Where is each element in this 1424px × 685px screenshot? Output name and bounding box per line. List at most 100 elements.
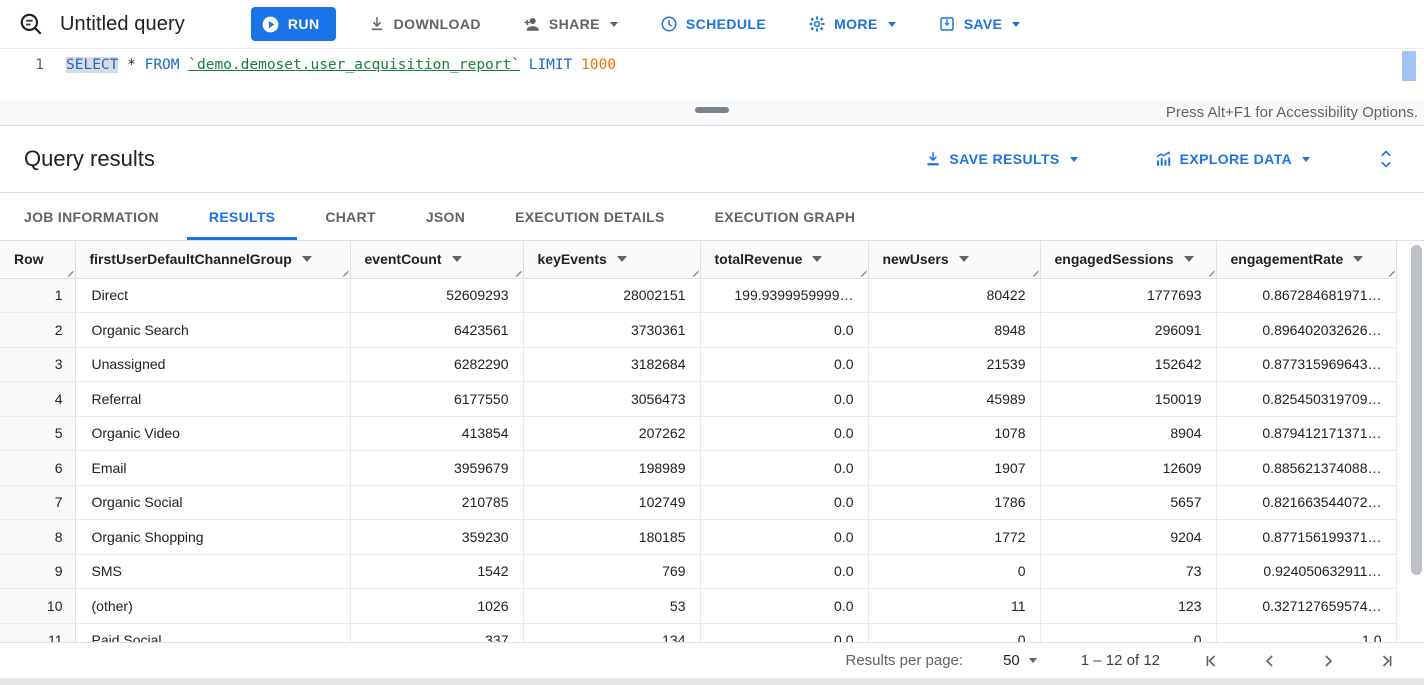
column-menu-icon[interactable] (451, 256, 462, 263)
query-title[interactable]: Untitled query (60, 12, 185, 35)
share-button[interactable]: SHARE (513, 9, 628, 39)
column-header-firstUserDefaultChannelGroup[interactable]: firstUserDefaultChannelGroup (75, 241, 351, 279)
sql-keyword-select: SELECT (66, 57, 119, 73)
download-button[interactable]: DOWNLOAD (358, 9, 491, 39)
column-menu-icon[interactable] (616, 256, 627, 263)
chevron-down-icon (1028, 658, 1037, 663)
column-resize-grip[interactable] (856, 266, 867, 277)
cell-newUsers: 45989 (868, 381, 1041, 417)
table-header-row: Row firstUserDefaultChannelGroup eventCo… (0, 241, 1397, 279)
more-button[interactable]: MORE (798, 9, 906, 39)
cell-eventCount: 359230 (350, 519, 524, 555)
column-header-keyEvents[interactable]: keyEvents (523, 241, 701, 279)
column-resize-grip[interactable] (511, 266, 522, 277)
column-resize-grip[interactable] (1204, 266, 1215, 277)
tab-chart[interactable]: CHART (303, 193, 398, 240)
chevron-right-icon (1325, 654, 1333, 667)
save-results-download-icon (926, 152, 939, 166)
tab-results[interactable]: RESULTS (186, 193, 298, 240)
explore-data-button[interactable]: EXPLORE DATA (1144, 144, 1320, 174)
column-resize-grip[interactable] (63, 266, 74, 277)
expand-collapse-results-button[interactable] (1376, 148, 1396, 170)
sql-code-line[interactable]: SELECT * FROM `demo.demoset.user_acquisi… (66, 57, 616, 73)
cell-engagedSessions: 0 (1040, 623, 1217, 642)
tab-execution-graph[interactable]: EXECUTION GRAPH (693, 193, 878, 240)
column-header-eventCount[interactable]: eventCount (350, 241, 524, 279)
save-button[interactable]: SAVE (928, 9, 1031, 39)
page-range-label: 1 – 12 of 12 (1080, 652, 1160, 669)
column-header-totalRevenue[interactable]: totalRevenue (700, 241, 869, 279)
tab-execution-details[interactable]: EXECUTION DETAILS (493, 193, 687, 240)
column-header-engagementRate[interactable]: engagementRate (1216, 241, 1397, 279)
column-menu-icon[interactable] (812, 256, 823, 263)
schedule-button[interactable]: SCHEDULE (650, 9, 776, 39)
column-resize-grip[interactable] (1028, 266, 1039, 277)
cell-newUsers: 80422 (868, 278, 1041, 313)
column-resize-grip[interactable] (338, 266, 349, 277)
cell-eventCount: 337 (350, 623, 524, 642)
column-header-engagedSessions[interactable]: engagedSessions (1040, 241, 1217, 279)
results-per-page-label: Results per page: (845, 652, 964, 669)
window-bottom-scroll-strip[interactable] (0, 678, 1424, 685)
cell-engagedSessions: 296091 (1040, 312, 1217, 348)
column-menu-icon[interactable] (1183, 256, 1194, 263)
cell-newUsers: 1078 (868, 416, 1041, 451)
run-button[interactable]: RUN (250, 7, 336, 41)
cell-newUsers: 0 (868, 554, 1041, 589)
column-header-row: Row (0, 241, 76, 279)
table-vertical-scrollbar[interactable] (1411, 243, 1423, 639)
column-menu-icon[interactable] (1353, 256, 1364, 263)
cell-keyEvents: 198989 (523, 450, 701, 486)
cell-engagedSessions: 5657 (1040, 485, 1217, 520)
column-menu-icon[interactable] (958, 256, 969, 263)
previous-page-button[interactable] (1258, 649, 1282, 673)
cell-row: 2 (0, 312, 76, 348)
cell-channel: Paid Social (75, 623, 351, 642)
first-page-button[interactable] (1200, 649, 1224, 673)
query-results-title: Query results (24, 146, 155, 171)
cell-engagedSessions: 8904 (1040, 416, 1217, 451)
cell-totalRevenue: 0.0 (700, 623, 869, 642)
accessibility-hint: Press Alt+F1 for Accessibility Options. (1165, 104, 1418, 121)
table-row: 1 Direct 52609293 28002151 199.9399959999… 80… (0, 278, 1397, 313)
page-size-select[interactable]: 50 (1003, 652, 1037, 669)
cell-newUsers: 21539 (868, 347, 1041, 382)
table-row: 6 Email 3959679 198989 0.0 1907 12609 0.8856213… (0, 450, 1397, 486)
cell-engagementRate: 0.877315969643… (1216, 347, 1397, 382)
column-resize-grip[interactable] (1384, 266, 1395, 277)
sql-keyword-limit: LIMIT (528, 57, 573, 73)
save-icon (939, 17, 954, 31)
sql-table-reference[interactable]: `demo.demoset.user_acquisition_report` (188, 57, 520, 73)
chevron-down-icon (609, 21, 618, 27)
cell-keyEvents: 769 (523, 554, 701, 589)
cell-engagementRate: 0.825450319709… (1216, 381, 1397, 417)
cell-newUsers: 0 (868, 623, 1041, 642)
last-page-button[interactable] (1374, 649, 1398, 673)
results-table-area: Row firstUserDefaultChannelGroup eventCo… (0, 240, 1424, 642)
table-row: 4 Referral 6177550 3056473 0.0 45989 150019 0.8… (0, 381, 1397, 417)
cell-totalRevenue: 0.0 (700, 519, 869, 555)
line-number: 1 (35, 57, 44, 73)
sql-limit-value: 1000 (581, 57, 617, 73)
next-page-button[interactable] (1316, 649, 1340, 673)
table-row: 9 SMS 1542 769 0.0 0 73 0.924050632911… (0, 554, 1397, 589)
cell-keyEvents: 134 (523, 623, 701, 642)
column-header-newUsers[interactable]: newUsers (868, 241, 1041, 279)
sql-editor[interactable]: 1 SELECT * FROM `demo.demoset.user_acqui… (0, 48, 1424, 100)
cell-keyEvents: 3730361 (523, 312, 701, 348)
table-row: 3 Unassigned 6282290 3182684 0.0 21539 152642 0… (0, 347, 1397, 382)
pane-splitter-handle[interactable] (695, 107, 729, 113)
table-scrollbar-thumb[interactable] (1411, 245, 1422, 575)
column-resize-grip[interactable] (688, 266, 699, 277)
save-results-button[interactable]: SAVE RESULTS (914, 144, 1088, 174)
cell-channel: SMS (75, 554, 351, 589)
chevron-left-icon (1265, 654, 1273, 667)
table-row: 2 Organic Search 6423561 3730361 0.0 8948 2960… (0, 312, 1397, 348)
cell-row: 7 (0, 485, 76, 520)
tab-json[interactable]: JSON (404, 193, 487, 240)
tab-job-information[interactable]: JOB INFORMATION (2, 193, 181, 240)
column-menu-icon[interactable] (301, 256, 312, 263)
editor-scrollbar-thumb[interactable] (1402, 51, 1416, 81)
cell-totalRevenue: 0.0 (700, 312, 869, 348)
